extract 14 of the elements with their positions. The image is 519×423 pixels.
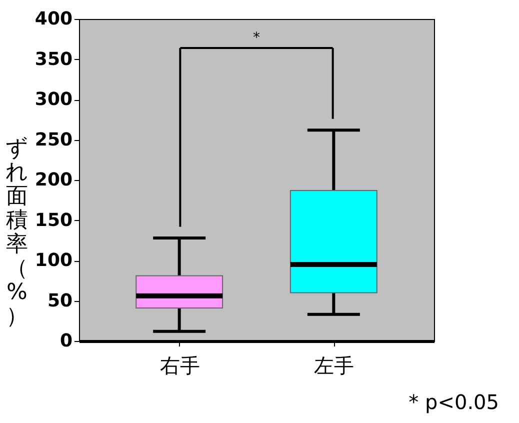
x-tick-label: 右手 — [160, 354, 200, 378]
y-tick-label: 300 — [34, 89, 72, 110]
y-tick-label: 0 — [60, 330, 72, 352]
annotation: * — [253, 30, 260, 46]
text: * p<0.05 — [408, 390, 499, 414]
x-tick-label: 左手 — [314, 354, 354, 378]
y-tick-label: 350 — [34, 48, 72, 70]
y-tick-label: 250 — [34, 129, 72, 150]
y-axis-title: ずれ面積率（%） — [6, 136, 28, 329]
y-tick-label: 50 — [47, 290, 72, 312]
y-tick-label: 100 — [34, 250, 72, 271]
y-tick-label: 400 — [34, 8, 72, 30]
y-tick-label: 150 — [34, 210, 72, 231]
y-tick-label: 200 — [34, 170, 72, 190]
